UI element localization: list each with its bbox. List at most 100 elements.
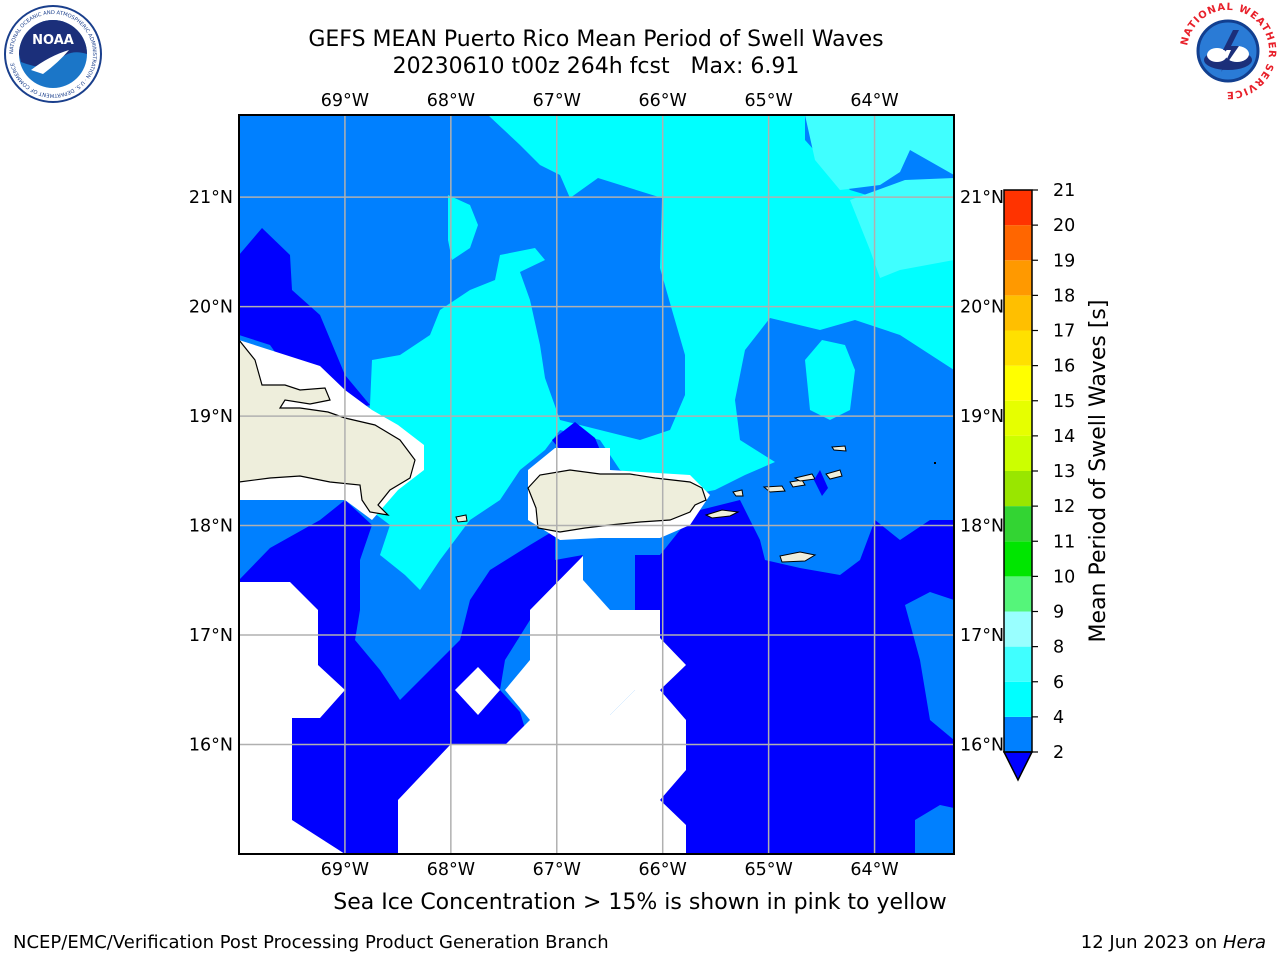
axis-tick-labels: 69°W 69°W 68°W 68°W 67°W 67°W 66°W 66°W 65°W 65°W…: [189, 91, 1004, 880]
colorbar-tick-label: 21: [1053, 181, 1075, 201]
run-date: 12 Jun 2023 on Hera: [1081, 932, 1266, 953]
lat-tick-label: 17°N: [189, 626, 233, 646]
colorbar-tick-label: 20: [1053, 216, 1075, 236]
lon-tick-label: 68°W: [427, 91, 475, 111]
lon-tick-label: 67°W: [533, 860, 581, 880]
colorbar-segment: [1004, 471, 1032, 507]
lon-tick-label: 69°W: [321, 860, 369, 880]
island-st-croix: [779, 551, 817, 563]
colorbar-segment: [1004, 260, 1032, 296]
colorbar-tick-label: 8: [1053, 638, 1064, 658]
noaa-wordmark: NOAA: [32, 33, 74, 48]
colorbar-segments: [1004, 190, 1032, 752]
colorbar-segment: [1004, 435, 1032, 471]
colorbar-segment: [1004, 506, 1032, 542]
nodata-region-center-2: [450, 690, 686, 854]
colorbar-segment: [1004, 576, 1032, 612]
lat-tick-label: 19°N: [960, 407, 1004, 427]
title-line-1: GEFS MEAN Puerto Rico Mean Period of Swe…: [308, 27, 884, 52]
contour-4-6s-patch-2: [805, 340, 855, 420]
contour-4-6s-patch: [448, 195, 478, 260]
lon-tick-label: 65°W: [744, 860, 792, 880]
colorbar-segment: [1004, 190, 1032, 226]
colorbar-extend-triangle: [1002, 751, 1034, 782]
lat-tick-label: 20°N: [189, 298, 233, 318]
colorbar-tick-label: 19: [1053, 251, 1075, 271]
lat-tick-label: 21°N: [189, 188, 233, 208]
lon-tick-label: 65°W: [744, 91, 792, 111]
island-mona: [455, 514, 468, 523]
nodata-region-s: [292, 820, 345, 854]
noaa-logo: NATIONAL OCEANIC AND ATMOSPHERIC ADMINIS…: [4, 5, 102, 103]
lat-tick-label: 19°N: [189, 407, 233, 427]
lat-tick-label: 16°N: [189, 736, 233, 756]
colorbar-segment: [1004, 365, 1032, 401]
lat-tick-label: 20°N: [960, 298, 1004, 318]
swell-period-field: [239, 115, 954, 854]
map-frame: [238, 114, 955, 855]
colorbar-segment: [1004, 646, 1032, 682]
lon-tick-label: 66°W: [639, 860, 687, 880]
land-puerto-rico: [527, 469, 707, 533]
contour-6-8s-b: [850, 178, 954, 278]
colorbar-tick-label: 9: [1053, 603, 1064, 623]
dot-east: [934, 462, 936, 464]
colorbar-tick-label: 6: [1053, 673, 1064, 693]
colorbar-tick-label: 16: [1053, 357, 1075, 377]
island-culebra: [732, 489, 744, 497]
colorbar-tick-label: 14: [1053, 427, 1075, 447]
colorbar-tick-label: 17: [1053, 322, 1075, 342]
machine-name: Hera: [1222, 932, 1266, 953]
colorbar-segment: [1004, 225, 1032, 261]
colorbar-tick-label: 4: [1053, 708, 1064, 728]
lon-tick-label: 66°W: [639, 91, 687, 111]
sea-ice-note: Sea Ice Concentration > 15% is shown in …: [333, 890, 947, 915]
colorbar-tick-label: 15: [1053, 392, 1075, 412]
lon-tick-label: 68°W: [427, 860, 475, 880]
graticule: [239, 115, 954, 854]
title-line-2: 20230610 t00z 264h fcst Max: 6.91: [392, 54, 800, 79]
colorbar-segment: [1004, 295, 1032, 331]
contour-2s-nw: [239, 228, 370, 410]
contour-2-4s-se-2: [915, 805, 954, 854]
lat-tick-label: 18°N: [960, 517, 1004, 537]
lat-tick-label: 18°N: [189, 517, 233, 537]
colorbar-segment: [1004, 330, 1032, 366]
contour-6-8s: [805, 115, 954, 190]
colorbar-label: Mean Period of Swell Waves [s]: [1086, 300, 1111, 643]
nws-logo: NATIONAL WEATHER SERVICE: [1179, 2, 1277, 100]
lat-tick-label: 21°N: [960, 188, 1004, 208]
island-vieques: [704, 509, 740, 519]
nodata-region-sw: [239, 582, 345, 854]
lon-tick-label: 69°W: [321, 91, 369, 111]
lon-tick-label: 64°W: [850, 91, 898, 111]
colorbar-tick-label: 13: [1053, 462, 1075, 482]
colorbar-segment: [1004, 681, 1032, 717]
nodata-diamond: [455, 667, 500, 715]
run-date-text: 12 Jun 2023 on: [1080, 932, 1223, 953]
lat-tick-label: 16°N: [960, 736, 1004, 756]
colorbar: 2 4 6 8 9 10 11 12 13 14 15 16 17 18 19 20 21 Mean Perio…: [1002, 181, 1111, 782]
colorbar-tick-label: 12: [1053, 497, 1075, 517]
colorbar-tick-label: 11: [1053, 532, 1075, 552]
lon-tick-label: 64°W: [850, 860, 898, 880]
island-deep-spot: [814, 470, 828, 496]
chart-title: GEFS MEAN Puerto Rico Mean Period of Swe…: [0, 26, 1192, 80]
colorbar-segment: [1004, 716, 1032, 752]
colorbar-ticks: 2 4 6 8 9 10 11 12 13 14 15 16 17 18 19 20 21: [1032, 181, 1075, 763]
producer-credit: NCEP/EMC/Verification Post Processing Pr…: [13, 932, 609, 953]
colorbar-tick-label: 10: [1053, 567, 1075, 587]
island-anegada: [831, 445, 847, 452]
contour-4-6s: [360, 115, 954, 590]
island-virgin-gorda: [825, 469, 843, 480]
lat-tick-label: 17°N: [960, 626, 1004, 646]
colorbar-tick-label: 2: [1053, 743, 1064, 763]
colorbar-segment: [1004, 541, 1032, 577]
lon-tick-label: 67°W: [533, 91, 581, 111]
nodata-region-center: [398, 556, 686, 854]
contour-2s-south: [239, 500, 954, 854]
colorbar-tick-label: 18: [1053, 286, 1075, 306]
colorbar-segment: [1004, 400, 1032, 436]
colorbar-segment: [1004, 611, 1032, 647]
